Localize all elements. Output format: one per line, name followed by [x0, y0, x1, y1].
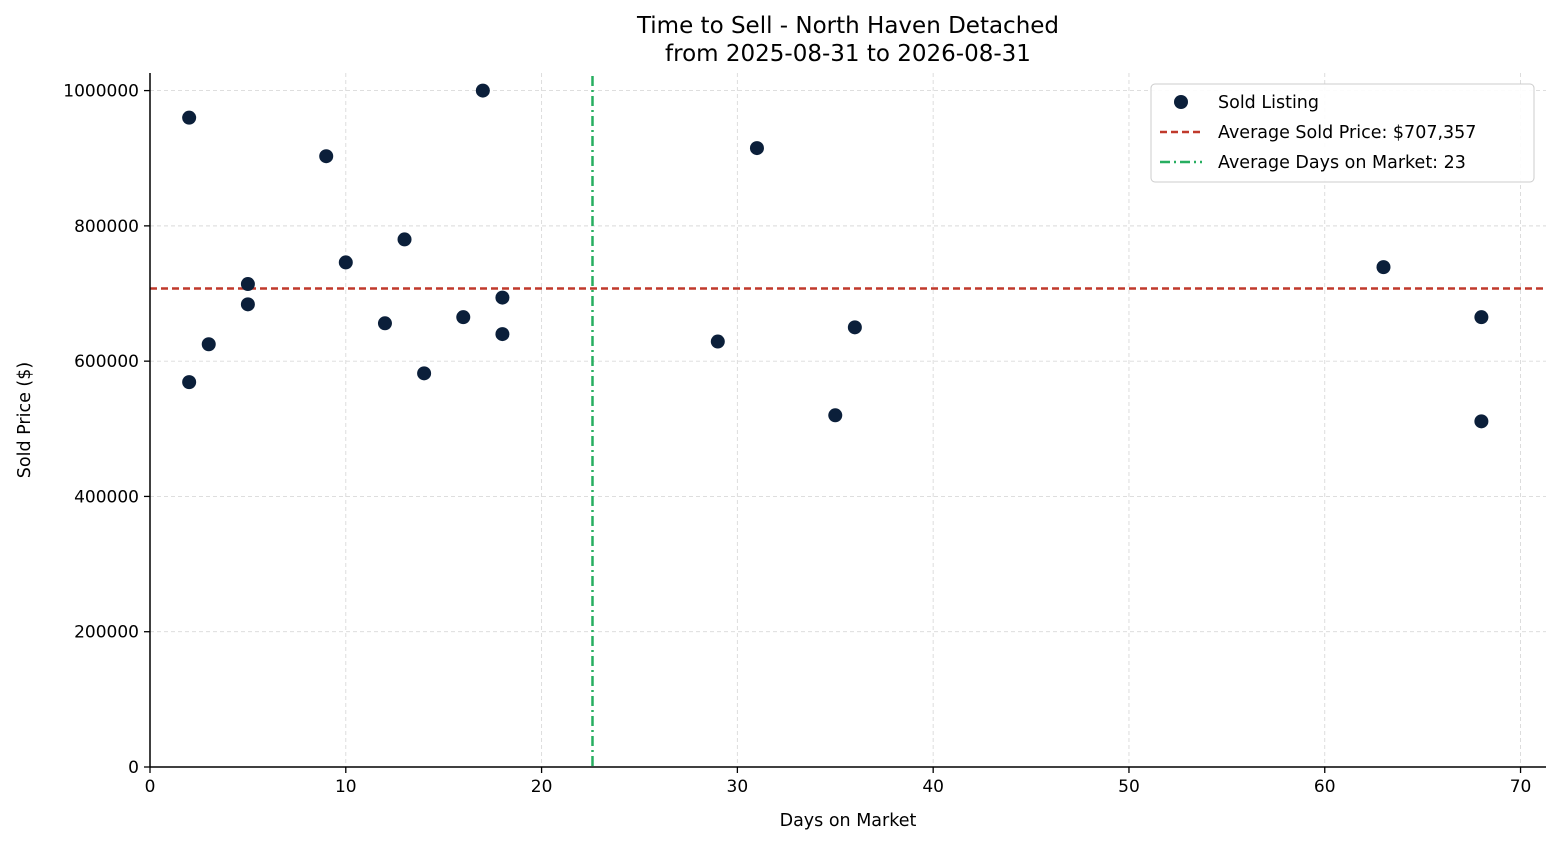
data-point [240, 277, 255, 292]
x-tick-label: 20 [531, 777, 553, 797]
data-point [475, 83, 490, 98]
chart-title: Time to Sell - North Haven Detached [636, 13, 1059, 39]
data-point [182, 375, 197, 390]
data-point [495, 290, 510, 305]
data-point [319, 149, 334, 164]
y-tick-label: 800000 [74, 217, 139, 237]
data-point [182, 110, 197, 125]
legend: Sold Listing Average Sold Price: $707,35… [1150, 83, 1535, 183]
x-tick-label: 0 [145, 777, 156, 797]
legend-label-average-price: Average Sold Price: $707,357 [1218, 123, 1476, 143]
data-point [417, 366, 432, 381]
data-point [1474, 414, 1489, 429]
legend-label-sold-listing: Sold Listing [1218, 93, 1319, 113]
x-tick-label: 60 [1314, 777, 1336, 797]
x-tick-label: 70 [1510, 777, 1532, 797]
legend-label-average-days: Average Days on Market: 23 [1218, 153, 1466, 173]
data-point [495, 327, 510, 342]
x-tick-label: 40 [922, 777, 944, 797]
y-axis-label: Sold Price ($) [15, 362, 35, 478]
data-point [710, 334, 725, 349]
x-tick-label: 10 [335, 777, 357, 797]
x-tick-label: 30 [727, 777, 749, 797]
data-point [456, 310, 471, 325]
data-point [847, 320, 862, 335]
y-tick-label: 600000 [74, 352, 139, 372]
reference-lines [150, 76, 1546, 767]
data-point [240, 297, 255, 312]
legend-marker-sold-listing [1174, 95, 1188, 109]
data-point [749, 141, 764, 156]
y-axis-ticks: 0 200000 400000 600000 800000 1000000 [63, 82, 150, 778]
data-point [1474, 310, 1489, 325]
y-tick-label: 1000000 [63, 82, 139, 102]
data-point [338, 255, 353, 270]
y-tick-label: 200000 [74, 623, 139, 643]
y-tick-label: 400000 [74, 487, 139, 507]
data-point [1376, 260, 1391, 275]
legend-box [1150, 83, 1535, 183]
data-point [201, 337, 216, 352]
x-axis-ticks: 0 10 20 30 40 50 60 70 [145, 767, 1532, 797]
data-point [377, 316, 392, 331]
data-point [397, 232, 412, 247]
x-tick-label: 50 [1118, 777, 1140, 797]
y-tick-label: 0 [128, 758, 139, 778]
data-point [828, 408, 843, 423]
chart-subtitle: from 2025-08-31 to 2026-08-31 [665, 41, 1031, 67]
x-axis-label: Days on Market [780, 811, 917, 831]
scatter-points [182, 83, 1489, 429]
